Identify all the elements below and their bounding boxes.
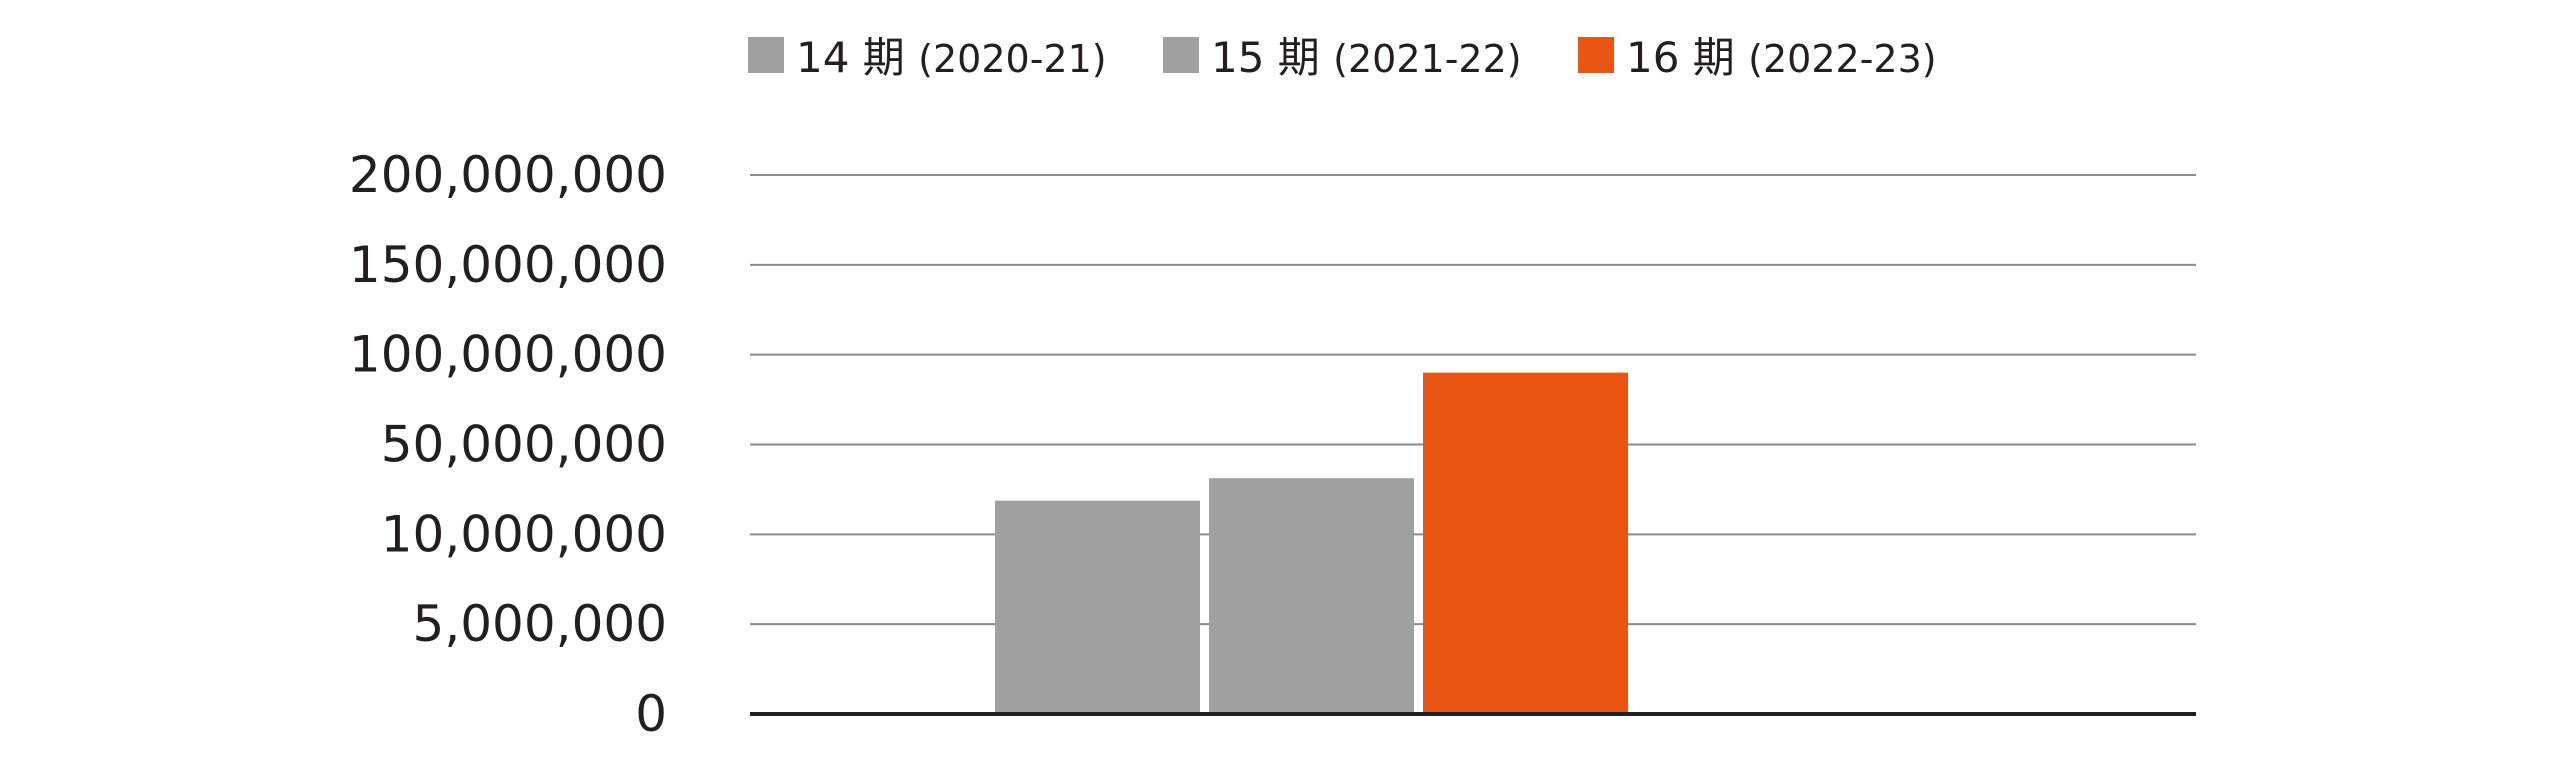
y-tick-label: 5,000,000 bbox=[413, 595, 667, 653]
legend-item-15: 15 期 (2021-22) bbox=[1163, 33, 1522, 82]
legend-swatch bbox=[748, 37, 784, 73]
bar-15 bbox=[1209, 478, 1414, 714]
legend-swatch bbox=[1578, 37, 1614, 73]
y-tick-label: 200,000,000 bbox=[349, 146, 667, 204]
bars bbox=[995, 372, 1628, 714]
y-tick-label: 0 bbox=[635, 685, 667, 743]
legend-swatch bbox=[1163, 37, 1199, 73]
y-axis: 200,000,000 150,000,000 100,000,000 50,000,… bbox=[349, 146, 667, 743]
y-tick-label: 50,000,000 bbox=[381, 416, 667, 474]
legend-label: 16 期 (2022-23) bbox=[1626, 33, 1937, 82]
bar-16 bbox=[1423, 372, 1628, 714]
legend: 14 期 (2020-21) 15 期 (2021-22) 16 期 (2022-2… bbox=[748, 33, 1937, 82]
bar-14 bbox=[995, 500, 1200, 714]
y-tick-label: 150,000,000 bbox=[349, 236, 667, 294]
legend-label: 14 期 (2020-21) bbox=[796, 33, 1107, 82]
y-tick-label: 100,000,000 bbox=[349, 326, 667, 384]
legend-item-16: 16 期 (2022-23) bbox=[1578, 33, 1937, 82]
legend-item-14: 14 期 (2020-21) bbox=[748, 33, 1107, 82]
y-tick-label: 10,000,000 bbox=[381, 505, 667, 563]
legend-label: 15 期 (2021-22) bbox=[1211, 33, 1522, 82]
